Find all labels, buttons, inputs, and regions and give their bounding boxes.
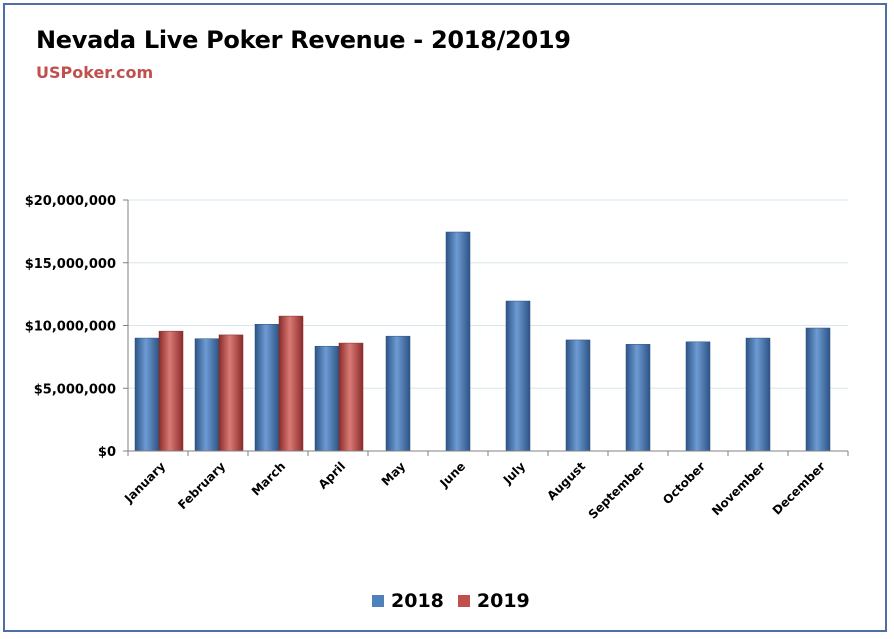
bar-2019-february [218,334,244,452]
bar-2018-november [745,337,771,452]
bar-2018-april [314,345,340,452]
x-tick-label: March [249,459,288,498]
bar-2018-february [194,338,220,452]
bar-2018-june [445,231,471,452]
bar-2019-march [278,315,304,452]
bar-2018-september [625,344,651,452]
y-tick-label: $20,000,000 [25,194,116,209]
bar-2018-march [254,323,280,452]
x-tick-label: August [544,459,588,503]
y-tick-label: $15,000,000 [25,257,116,272]
bar-2018-august [565,339,591,452]
legend-swatch-2019 [457,595,470,607]
x-tick-label: February [175,459,228,512]
x-tick-label: April [316,459,349,492]
bar-2018-october [685,341,711,452]
x-tick-label: January [121,459,168,506]
x-tick-label: May [379,459,408,488]
legend-label-2018: 2018 [391,590,444,612]
legend-item-2018: 2018 [372,590,444,612]
bar-2018-july [505,300,531,452]
x-tick-label: June [437,459,469,491]
y-tick-label: $5,000,000 [34,382,116,397]
chart-frame [3,3,887,632]
y-tick-label: $0 [98,445,116,460]
legend-swatch-2018 [372,595,384,607]
bar-2019-april [338,342,364,452]
bar-2018-december [805,327,831,452]
bar-2018-january [134,337,160,452]
legend: 2018 2019 [372,590,544,612]
chart-title: Nevada Live Poker Revenue - 2018/2019 [36,26,571,54]
bar-2019-january [158,330,184,452]
bar-2018-may [385,335,411,452]
x-tick-label: November [709,459,768,518]
legend-label-2019: 2019 [476,590,530,612]
legend-item-2019: 2019 [457,590,530,612]
x-tick-label: October [660,459,708,507]
x-tick-label: September [586,459,649,522]
y-tick-label: $10,000,000 [25,320,116,335]
x-tick-label: December [770,459,828,517]
chart-subtitle: USPoker.com [36,63,154,82]
x-tick-label: July [500,459,528,487]
